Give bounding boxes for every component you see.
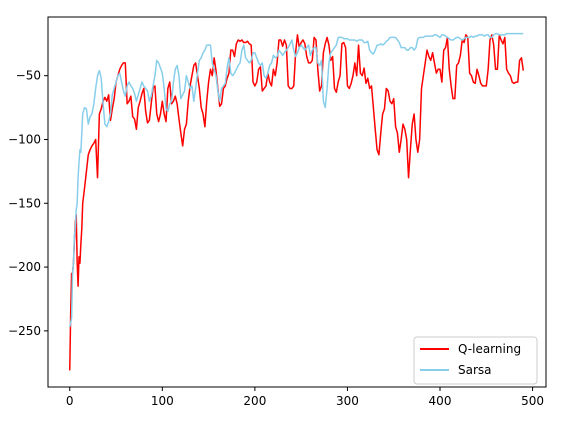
x-tick-label: 0 [66, 394, 74, 408]
x-tick-label: 100 [151, 394, 174, 408]
legend: Q-learning Sarsa [413, 336, 538, 385]
y-tick-label: −150 [8, 196, 41, 210]
x-tick-label: 200 [243, 394, 266, 408]
x-tick-label: 400 [429, 394, 452, 408]
x-tick-label: 500 [521, 394, 544, 408]
x-axis: 0 100 200 300 400 500 [66, 387, 544, 408]
y-tick-label: −250 [8, 324, 41, 338]
plot-frame [47, 16, 547, 388]
series-line-sarsa [69, 32, 524, 328]
y-axis: −250 −200 −150 −100 −50 [8, 69, 48, 338]
legend-label-q-learning: Q-learning [458, 342, 521, 356]
x-tick-label: 300 [336, 394, 359, 408]
legend-label-sarsa: Sarsa [458, 363, 492, 377]
y-tick-label: −200 [8, 260, 41, 274]
series-layer [69, 32, 525, 371]
series-line-q-learning [69, 34, 525, 371]
y-tick-label: −50 [16, 69, 41, 83]
y-tick-label: −100 [8, 132, 41, 146]
